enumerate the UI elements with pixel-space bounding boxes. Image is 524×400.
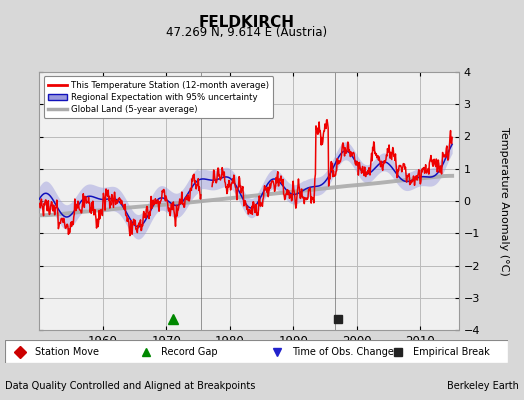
- Text: Empirical Break: Empirical Break: [413, 346, 489, 357]
- Y-axis label: Temperature Anomaly (°C): Temperature Anomaly (°C): [499, 127, 509, 275]
- Text: Berkeley Earth: Berkeley Earth: [447, 381, 519, 391]
- Text: Data Quality Controlled and Aligned at Breakpoints: Data Quality Controlled and Aligned at B…: [5, 381, 256, 391]
- Text: FELDKIRCH: FELDKIRCH: [198, 15, 294, 30]
- FancyBboxPatch shape: [5, 340, 508, 363]
- Legend: This Temperature Station (12-month average), Regional Expectation with 95% uncer: This Temperature Station (12-month avera…: [43, 76, 274, 118]
- Text: Time of Obs. Change: Time of Obs. Change: [292, 346, 394, 357]
- Text: 47.269 N, 9.614 E (Austria): 47.269 N, 9.614 E (Austria): [166, 26, 327, 39]
- Text: Station Move: Station Move: [36, 346, 100, 357]
- Text: Record Gap: Record Gap: [161, 346, 218, 357]
